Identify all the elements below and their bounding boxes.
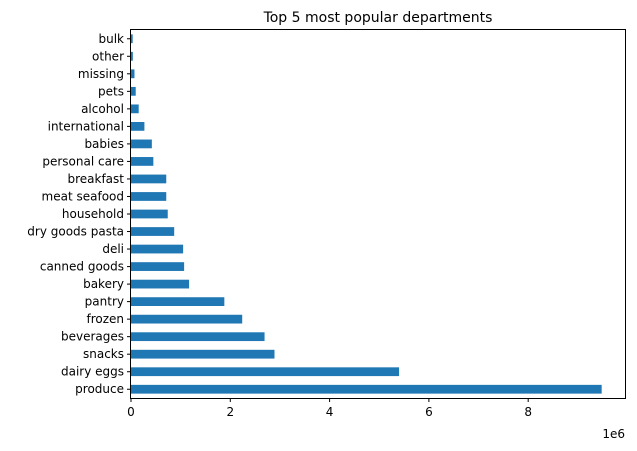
bar-beverages bbox=[131, 332, 265, 342]
bar-babies bbox=[131, 139, 152, 149]
x-tick-label-0: 0 bbox=[127, 405, 135, 419]
x-tick-label-1: 2 bbox=[226, 405, 234, 419]
x-tick-label-4: 8 bbox=[524, 405, 532, 419]
y-tick-label-missing: missing bbox=[78, 67, 124, 81]
y-tick-label-snacks: snacks bbox=[83, 347, 124, 361]
bar-canned-goods bbox=[131, 262, 185, 271]
x-ticks: 0 2 4 6 8 bbox=[127, 398, 532, 419]
y-tick-label-deli: deli bbox=[102, 242, 124, 256]
y-tick-labels: produce dairy eggs snacks beverages frozen pa… bbox=[27, 32, 131, 396]
bar-breakfast bbox=[131, 174, 167, 184]
bar-household bbox=[131, 209, 168, 219]
x-tick-label-2: 4 bbox=[326, 405, 334, 419]
y-tick-label-dry-goods-pasta: dry goods pasta bbox=[27, 225, 124, 239]
x-offset-text: 1e6 bbox=[602, 427, 625, 441]
bar-missing bbox=[131, 69, 135, 79]
bar-meat-seafood bbox=[131, 192, 167, 201]
bar-deli bbox=[131, 244, 184, 254]
bar-alcohol bbox=[131, 104, 139, 114]
y-tick-label-bakery: bakery bbox=[83, 277, 124, 291]
y-tick-label-beverages: beverages bbox=[61, 330, 124, 344]
bar-bakery bbox=[131, 279, 190, 289]
y-tick-label-frozen: frozen bbox=[86, 312, 124, 326]
bars-group bbox=[131, 34, 602, 394]
bar-pantry bbox=[131, 297, 225, 306]
y-tick-label-babies: babies bbox=[84, 137, 124, 151]
y-tick-label-international: international bbox=[48, 119, 124, 133]
y-tick-label-other: other bbox=[92, 49, 124, 63]
y-tick-label-meat-seafood: meat seafood bbox=[42, 189, 124, 203]
y-tick-label-personal-care: personal care bbox=[42, 154, 124, 168]
bar-frozen bbox=[131, 314, 243, 324]
bar-other bbox=[131, 51, 133, 61]
y-tick-label-household: household bbox=[62, 207, 124, 221]
bar-dry-goods-pasta bbox=[131, 227, 175, 236]
x-tick-label-3: 6 bbox=[425, 405, 433, 419]
y-tick-label-bulk: bulk bbox=[98, 32, 124, 46]
bar-pets bbox=[131, 86, 136, 96]
y-tick-label-dairy-eggs: dairy eggs bbox=[61, 365, 124, 379]
y-tick-label-pantry: pantry bbox=[85, 295, 124, 309]
plot-frame bbox=[130, 29, 626, 399]
y-tick-label-produce: produce bbox=[75, 382, 124, 396]
bar-bulk bbox=[131, 34, 133, 44]
y-tick-label-alcohol: alcohol bbox=[81, 102, 124, 116]
chart-title: Top 5 most popular departments bbox=[263, 10, 493, 26]
y-tick-label-pets: pets bbox=[98, 84, 124, 98]
y-tick-label-breakfast: breakfast bbox=[67, 172, 124, 186]
bar-personal-care bbox=[131, 157, 154, 166]
bar-produce bbox=[131, 384, 602, 394]
bar-dairy-eggs bbox=[131, 367, 400, 377]
y-tick-label-canned-goods: canned goods bbox=[40, 260, 124, 274]
bar-snacks bbox=[131, 349, 275, 359]
bar-international bbox=[131, 122, 145, 131]
